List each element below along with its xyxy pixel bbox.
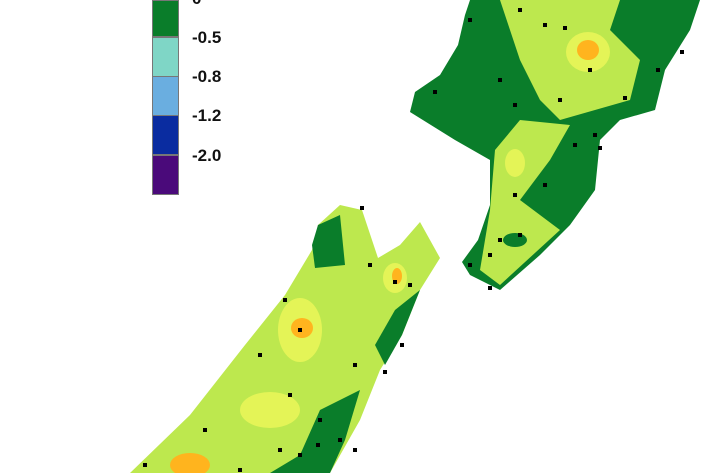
station-marker — [368, 263, 372, 267]
legend-label: -2.0 — [192, 146, 222, 165]
station-marker — [468, 18, 472, 22]
station-marker — [518, 8, 522, 12]
legend-label: -1.2 — [192, 106, 222, 125]
station-marker — [408, 283, 412, 287]
legend-label: -0.5 — [192, 28, 222, 47]
station-marker — [393, 280, 397, 284]
station-marker — [433, 90, 437, 94]
legend-label: 0 — [192, 0, 201, 7]
station-marker — [543, 23, 547, 27]
station-marker — [573, 143, 577, 147]
station-marker — [680, 50, 684, 54]
station-marker — [238, 468, 242, 472]
station-marker — [488, 253, 492, 257]
station-marker — [498, 78, 502, 82]
station-marker — [543, 183, 547, 187]
station-marker — [143, 463, 147, 467]
station-marker — [338, 438, 342, 442]
station-marker — [468, 263, 472, 267]
station-marker — [203, 428, 207, 432]
station-marker — [400, 343, 404, 347]
station-marker — [598, 146, 602, 150]
station-marker — [563, 26, 567, 30]
station-marker — [258, 353, 262, 357]
legend-label: -0.8 — [192, 67, 222, 86]
legend-swatch-2 — [152, 76, 179, 116]
station-marker — [288, 393, 292, 397]
north-island — [410, 0, 700, 290]
station-marker — [498, 238, 502, 242]
legend-swatch-4 — [152, 155, 179, 195]
station-marker — [383, 370, 387, 374]
station-marker — [353, 448, 357, 452]
legend-swatch-0 — [152, 0, 179, 37]
station-marker — [298, 453, 302, 457]
station-marker — [558, 98, 562, 102]
station-marker — [588, 68, 592, 72]
station-marker — [513, 193, 517, 197]
station-marker — [278, 448, 282, 452]
station-marker — [593, 133, 597, 137]
station-marker — [488, 286, 492, 290]
station-marker — [623, 96, 627, 100]
south-island — [130, 205, 440, 473]
station-marker — [298, 328, 302, 332]
legend-swatch-3 — [152, 115, 179, 155]
station-marker — [360, 206, 364, 210]
station-marker — [316, 443, 320, 447]
station-markers — [143, 8, 684, 472]
station-marker — [318, 418, 322, 422]
station-marker — [353, 363, 357, 367]
station-marker — [656, 68, 660, 72]
legend-swatch-1 — [152, 37, 179, 77]
station-marker — [518, 233, 522, 237]
station-marker — [513, 103, 517, 107]
station-marker — [283, 298, 287, 302]
